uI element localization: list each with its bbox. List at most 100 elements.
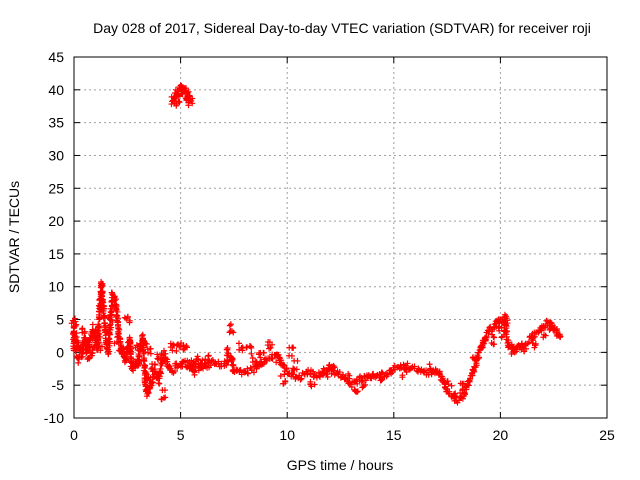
data-point [553, 327, 560, 334]
plot-frame [73, 56, 608, 419]
y-axis-ticks: -10 -5 0 5 10 15 20 25 30 35 40 45 [44, 49, 607, 426]
data-point [297, 376, 304, 383]
y-axis-label: SDTVAR / TECUs [6, 181, 22, 293]
data-point [82, 340, 89, 347]
data-point [473, 357, 480, 364]
data-point [224, 344, 231, 351]
data-point [143, 341, 150, 348]
data-point [134, 356, 141, 363]
data-point [310, 374, 317, 381]
data-point [98, 343, 105, 350]
data-point [113, 296, 120, 303]
data-point [451, 390, 458, 397]
data-point [267, 344, 274, 351]
data-point [136, 360, 143, 367]
data-point [548, 320, 555, 327]
data-point [499, 333, 506, 340]
x-tick-label: 5 [177, 427, 185, 443]
data-point [488, 339, 495, 346]
data-point [518, 341, 525, 348]
data-point [137, 341, 144, 348]
data-point [152, 361, 159, 368]
grid-lines [74, 57, 607, 418]
data-point [106, 322, 113, 329]
data-point [265, 338, 272, 345]
data-point [181, 88, 188, 95]
data-point [328, 370, 335, 377]
y-tick-label: 35 [48, 115, 64, 131]
y-tick-label: 45 [48, 49, 64, 65]
data-point [281, 371, 288, 378]
data-point [280, 380, 287, 387]
data-point [293, 366, 300, 373]
data-point [504, 317, 511, 324]
data-point [485, 330, 492, 337]
data-point [148, 366, 155, 373]
data-point [253, 358, 260, 365]
data-point [482, 337, 489, 344]
data-point [461, 390, 468, 397]
data-point [155, 380, 162, 387]
data-point [510, 348, 517, 355]
data-point [351, 387, 358, 394]
y-tick-label: 20 [48, 213, 64, 229]
data-point [229, 356, 236, 363]
data-point [94, 347, 101, 354]
data-point [205, 353, 212, 360]
data-point [290, 367, 297, 374]
data-point [459, 387, 466, 394]
data-point [378, 369, 385, 376]
data-point [89, 321, 96, 328]
data-point [149, 361, 156, 368]
data-point [298, 375, 305, 382]
data-point [229, 361, 236, 368]
data-point [68, 320, 75, 327]
data-point [168, 93, 175, 100]
data-point [236, 346, 243, 353]
data-point [139, 332, 146, 339]
y-tick-label: 30 [48, 147, 64, 163]
data-point [105, 336, 112, 343]
data-point [228, 328, 235, 335]
y-tick-label: 25 [48, 180, 64, 196]
data-point [143, 371, 150, 378]
data-point [531, 344, 538, 351]
data-point [288, 352, 295, 359]
data-point [448, 382, 455, 389]
data-point [124, 314, 131, 321]
data-point [173, 348, 180, 355]
data-point [85, 354, 92, 361]
data-point [557, 334, 564, 341]
data-point [154, 355, 161, 362]
data-point [358, 378, 365, 385]
data-point [162, 394, 169, 401]
data-point [132, 362, 139, 369]
data-point [307, 380, 314, 387]
data-point [99, 282, 106, 289]
data-point [268, 355, 275, 362]
data-point [126, 340, 133, 347]
y-tick-label: -5 [52, 377, 65, 393]
x-tick-label: 10 [279, 427, 295, 443]
data-point [459, 395, 466, 402]
data-point [277, 372, 284, 379]
data-point [258, 362, 265, 369]
data-point [336, 369, 343, 376]
data-point [520, 348, 527, 355]
data-point [109, 319, 116, 326]
data-point [88, 352, 95, 359]
data-point [294, 357, 301, 364]
data-point [246, 343, 253, 350]
data-point [180, 87, 187, 94]
data-point [495, 323, 502, 330]
data-point [144, 376, 151, 383]
x-axis-ticks: 0 5 10 15 20 25 [70, 57, 615, 443]
data-point [124, 349, 131, 356]
data-point [139, 331, 146, 338]
data-point [529, 335, 536, 342]
data-point [72, 318, 79, 325]
data-point [158, 396, 165, 403]
data-point [460, 380, 467, 387]
data-point [320, 365, 327, 372]
